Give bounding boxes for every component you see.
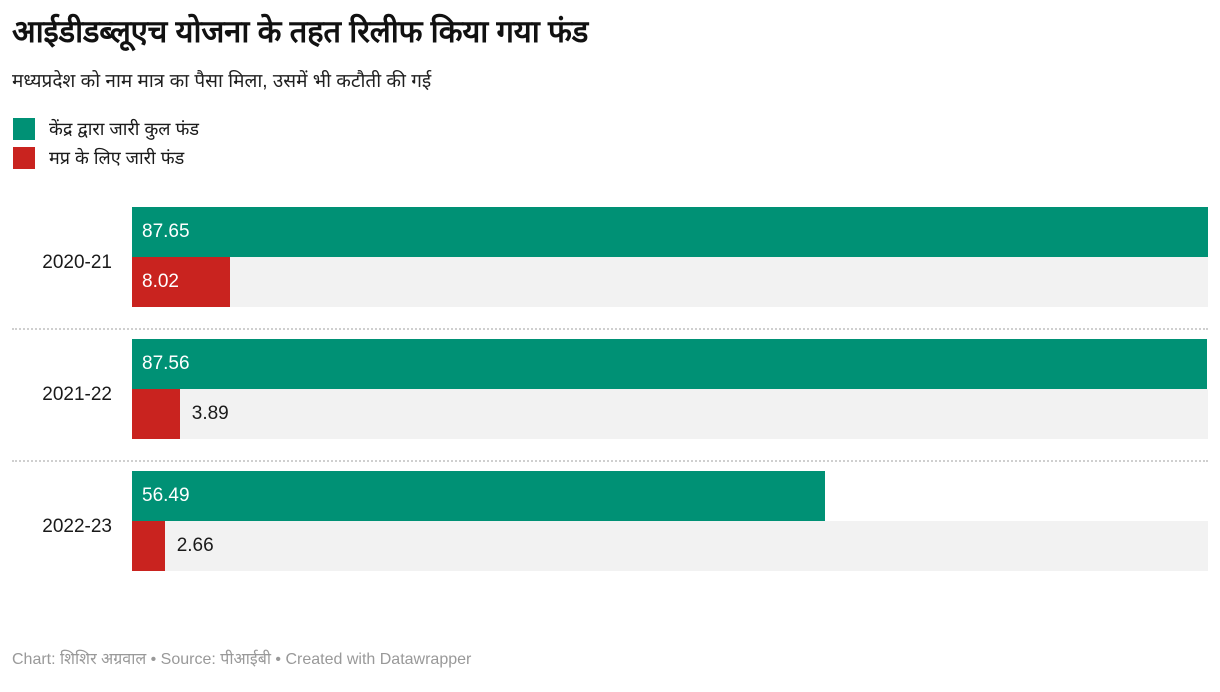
bar-pair: 87.65 8.02 [132,207,1208,319]
bar-value-total: 56.49 [142,485,190,506]
chart-subtitle: मध्यप्रदेश को नाम मात्र का पैसा मिला, उस… [12,71,432,92]
bar-group: 2020-21 87.65 8.02 [12,198,1208,328]
legend-label-state: मप्र के लिए जारी फंड [49,147,185,168]
bar-value-total: 87.65 [142,221,190,242]
bar-state[interactable] [132,521,165,571]
bar-group: 2021-22 87.56 3.89 [12,328,1208,460]
category-label: 2021-22 [42,384,112,405]
bar-state[interactable] [132,389,180,439]
chart-credit: Chart: शिशिर अग्रवाल • Source: पीआईबी • … [12,651,472,668]
bar-value-total: 87.56 [142,353,190,374]
bar-value-state: 8.02 [142,271,179,292]
legend-swatch-total-icon [13,117,35,140]
bar-group: 2022-23 56.49 2.66 [12,460,1208,592]
bar-track-total: 56.49 [132,471,1208,521]
chart-legend: केंद्र द्वारा जारी कुल फंड मप्र के लिए ज… [12,114,1208,172]
chart-title: आईडीडब्लूएच योजना के तहत रिलीफ किया गया … [12,14,589,49]
legend-swatch-state-icon [13,146,35,169]
category-label: 2022-23 [42,516,112,537]
bar-track-total: 87.65 [132,207,1208,257]
legend-item-total[interactable]: केंद्र द्वारा जारी कुल फंड [12,114,1208,143]
plot-area: 2020-21 87.65 8.02 2021-22 87.56 [12,198,1208,592]
legend-label-total: केंद्र द्वारा जारी कुल फंड [49,118,199,139]
bar-state[interactable] [132,257,231,307]
bar-total[interactable] [132,471,826,521]
bar-track-total: 87.56 [132,339,1208,389]
bar-pair: 87.56 3.89 [132,339,1208,451]
bar-track-state: 2.66 [132,521,1208,571]
bar-total[interactable] [132,339,1207,389]
bar-value-state: 2.66 [176,535,214,556]
bar-value-state: 3.89 [191,403,229,424]
bar-pair: 56.49 2.66 [132,471,1208,583]
bar-track-state: 3.89 [132,389,1208,439]
category-label: 2020-21 [42,252,112,273]
legend-item-state[interactable]: मप्र के लिए जारी फंड [12,143,1208,172]
bar-track-state: 8.02 [132,257,1208,307]
bar-total[interactable] [132,207,1208,257]
